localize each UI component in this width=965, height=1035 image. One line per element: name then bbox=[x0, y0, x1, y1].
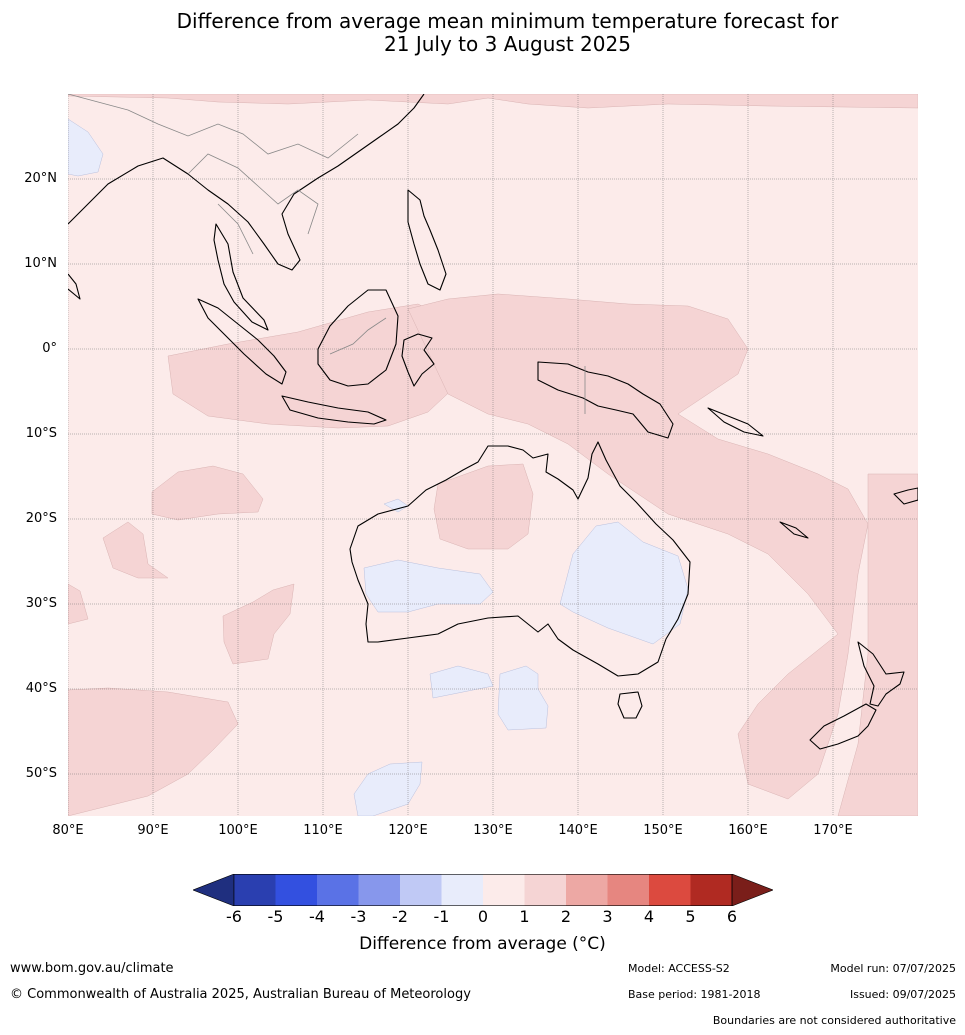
solomon-islands-coastline bbox=[707, 407, 764, 437]
title-line-2: 21 July to 3 August 2025 bbox=[384, 32, 631, 56]
colorbar-swatch bbox=[607, 874, 650, 906]
anomaly-region-indian-ocean-2 bbox=[102, 521, 169, 579]
india-coastline bbox=[68, 273, 81, 300]
footer-disclaimer: Boundaries are not considered authoritat… bbox=[712, 1014, 956, 1027]
colorbar-extend-high bbox=[731, 874, 773, 906]
colorbar-frame bbox=[233, 874, 733, 906]
lat-label-20s: 20°S bbox=[25, 511, 57, 526]
fiji-coastline bbox=[893, 487, 918, 505]
lon-label-90e: 90°E bbox=[137, 823, 169, 838]
colorbar-tick-label: -5 bbox=[267, 907, 284, 926]
colorbar-swatch bbox=[524, 874, 567, 906]
lat-label-30s: 30°S bbox=[25, 596, 57, 611]
lat-label-50s: 50°S bbox=[25, 766, 57, 781]
tasmania-coastline bbox=[617, 691, 643, 719]
new-caledonia-coastline bbox=[779, 521, 809, 539]
colorbar-swatch bbox=[358, 874, 401, 906]
new-guinea-coastline bbox=[537, 361, 674, 439]
colorbar-tick-label: 1 bbox=[519, 907, 530, 926]
lat-label-40s: 40°S bbox=[25, 681, 57, 696]
anomaly-region-nw-australia bbox=[433, 463, 534, 550]
colorbar-swatch bbox=[317, 874, 359, 906]
colorbar-tick-label: 5 bbox=[685, 907, 696, 926]
lat-label-0: 0° bbox=[42, 341, 57, 356]
map-title: Difference from average mean minimum tem… bbox=[0, 10, 965, 56]
colorbar-tick-label: 0 bbox=[477, 907, 489, 926]
lon-label-100e: 100°E bbox=[218, 823, 258, 838]
new-zealand-south-coastline bbox=[809, 703, 877, 750]
borneo-border bbox=[329, 317, 387, 355]
anomaly-region-pacific-band bbox=[407, 293, 869, 800]
colorbar-tick-label: -6 bbox=[226, 907, 242, 926]
anomaly-region-north-top bbox=[68, 94, 918, 109]
colorbar-tick-label: -4 bbox=[309, 907, 325, 926]
colorbar-tick-label: -1 bbox=[433, 907, 450, 926]
colorbar-tick-label: 2 bbox=[560, 907, 572, 926]
lon-label-80e: 80°E bbox=[52, 823, 84, 838]
australia-coastline bbox=[349, 441, 691, 677]
anomaly-region-east-edge bbox=[837, 473, 918, 816]
malay-peninsula-coastline bbox=[213, 223, 269, 331]
map-svg bbox=[68, 94, 918, 816]
colorbar-swatch bbox=[690, 874, 733, 906]
sulawesi-coastline bbox=[401, 333, 435, 387]
colorbar-tick-label: 6 bbox=[726, 907, 738, 926]
footer-base-period: Base period: 1981-2018 bbox=[628, 988, 761, 1001]
sumatra-coastline bbox=[197, 298, 287, 385]
country-borders bbox=[68, 94, 586, 414]
colorbar-swatch bbox=[566, 874, 608, 906]
anomaly-neg1-to-0-regions bbox=[68, 118, 689, 816]
lat-label-20n: 20°N bbox=[24, 171, 57, 186]
graticule bbox=[68, 94, 918, 816]
java-coastline bbox=[281, 395, 387, 425]
lat-label-10s: 10°S bbox=[25, 426, 57, 441]
lat-label-10n: 10°N bbox=[24, 256, 57, 271]
colorbar-svg bbox=[193, 874, 773, 906]
lon-label-170e: 170°E bbox=[813, 823, 853, 838]
anomaly-region-south-australia-2 bbox=[497, 665, 549, 731]
footer-website: www.bom.gov.au/climate bbox=[10, 961, 174, 976]
anomaly-region-southern-ocean-cool bbox=[353, 761, 423, 816]
new-zealand-north-coastline bbox=[857, 641, 905, 707]
asia-borders bbox=[68, 94, 359, 255]
colorbar-swatch bbox=[234, 874, 276, 906]
colorbar-swatch bbox=[275, 874, 318, 906]
lon-label-150e: 150°E bbox=[643, 823, 683, 838]
lon-label-140e: 140°E bbox=[558, 823, 598, 838]
coastlines bbox=[68, 94, 918, 750]
borneo-coastline bbox=[317, 289, 399, 387]
philippines-coastline bbox=[407, 189, 447, 291]
anomaly-region-bay-of-bengal bbox=[68, 118, 104, 177]
colorbar bbox=[193, 874, 773, 906]
colorbar-swatch bbox=[483, 874, 525, 906]
colorbar-tick-label: -2 bbox=[392, 907, 408, 926]
colorbar-label: Difference from average (°C) bbox=[359, 934, 606, 954]
anomaly-region-indian-ocean-1 bbox=[151, 465, 264, 521]
lon-label-120e: 120°E bbox=[388, 823, 428, 838]
mainland-asia-coastline bbox=[68, 94, 425, 271]
lon-label-130e: 130°E bbox=[473, 823, 513, 838]
footer-model: Model: ACCESS-S2 bbox=[628, 962, 730, 975]
colorbar-swatch bbox=[441, 874, 484, 906]
colorbar-extend-low bbox=[193, 874, 235, 906]
title-line-1: Difference from average mean minimum tem… bbox=[176, 9, 839, 33]
colorbar-swatch bbox=[400, 874, 442, 906]
forecast-map bbox=[68, 94, 918, 816]
footer-issued: Issued: 09/07/2025 bbox=[849, 988, 956, 1001]
anomaly-region-east-australia bbox=[559, 521, 689, 645]
footer-model-run: Model run: 07/07/2025 bbox=[830, 962, 956, 975]
lon-label-110e: 110°E bbox=[303, 823, 343, 838]
colorbar-tick-label: 3 bbox=[602, 907, 613, 926]
colorbar-tick-label: 4 bbox=[643, 907, 655, 926]
lon-label-160e: 160°E bbox=[728, 823, 768, 838]
colorbar-swatch bbox=[649, 874, 691, 906]
colorbar-tick-label: -3 bbox=[350, 907, 367, 926]
anomaly-1-to-2-regions bbox=[68, 94, 918, 816]
footer-copyright: © Commonwealth of Australia 2025, Austra… bbox=[10, 987, 471, 1002]
